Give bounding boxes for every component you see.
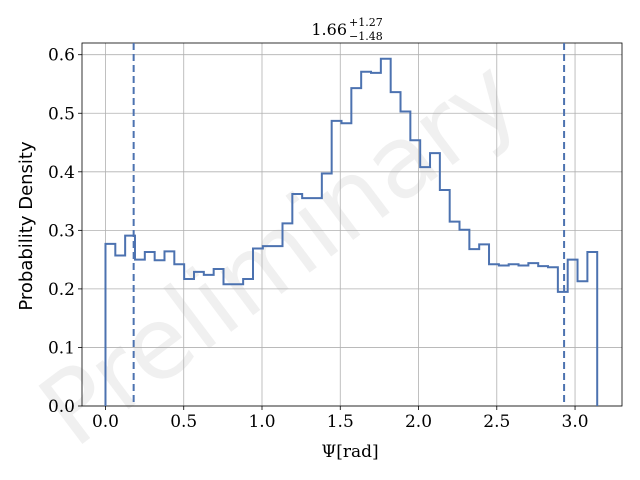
- x-tick-label: 2.5: [483, 412, 510, 432]
- y-tick-label: 0.1: [48, 338, 75, 358]
- chart-title-lower-error: −1.48: [349, 30, 383, 43]
- x-tick-label: 0.5: [170, 412, 197, 432]
- data-layer: [104, 43, 599, 406]
- x-tick-label: 1.5: [327, 412, 354, 432]
- histogram-step-line: [104, 57, 599, 406]
- y-tick-label: 0.0: [48, 397, 75, 417]
- x-tick-label: 0.0: [92, 412, 119, 432]
- chart-title-upper-error: +1.27: [349, 16, 383, 29]
- y-tick-label: 0.5: [48, 104, 75, 124]
- watermark-text: Preliminary: [19, 36, 540, 469]
- y-tick-label: 0.4: [48, 163, 75, 183]
- x-tick-label: 3.0: [562, 412, 589, 432]
- y-tick-label: 0.6: [48, 46, 75, 66]
- chart-title-value: 1.66: [311, 20, 347, 39]
- plot-area-frame: [81, 42, 623, 407]
- x-axis-label: Ψ[rad]: [321, 442, 378, 462]
- y-tick-label: 0.3: [48, 221, 75, 241]
- x-tick-label: 2.0: [405, 412, 432, 432]
- x-tick-label: 1.0: [248, 412, 275, 432]
- y-tick-label: 0.2: [48, 280, 75, 300]
- y-axis-label: Probability Density: [16, 141, 37, 311]
- axis-ticks: 0.0 0.5 1.0 1.5 2.0 2.5 3.0 0.0 0.1 0.2 0.3 0.4 0.5 0…: [48, 46, 589, 432]
